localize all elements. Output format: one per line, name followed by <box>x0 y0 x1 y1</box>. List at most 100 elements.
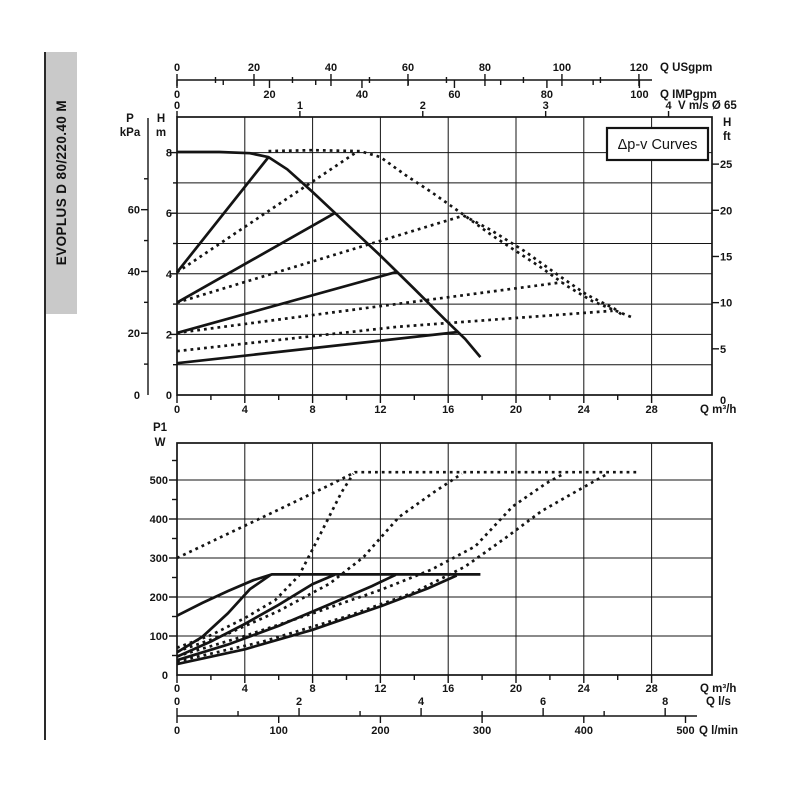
p-kpa-tick-label: 0 <box>134 390 140 402</box>
pump-model-label: EVOPLUS D 80/220.40 M <box>54 100 69 266</box>
q-m3h-tick-label: 16 <box>442 683 454 695</box>
v-ms-tick-label: 3 <box>543 100 549 112</box>
series-power-dpv-4m-single <box>176 573 397 662</box>
q-m3h-tick-label: 24 <box>578 404 591 416</box>
p-kpa-tick-label: 20 <box>128 328 140 340</box>
h-m-tick-label: 6 <box>166 208 172 220</box>
v-ms-tick-label: 0 <box>174 100 180 112</box>
series-dpv-4m-single <box>176 270 398 335</box>
w-tick-label: 0 <box>162 670 168 682</box>
power-chart-border <box>176 442 713 676</box>
h-m-tick-label: 8 <box>166 148 172 160</box>
usgpm-tick-label: 120 <box>630 62 648 74</box>
impgpm-tick-label: 60 <box>448 89 460 101</box>
impgpm-axis-label: Q IMPgpm <box>660 89 717 101</box>
p-kpa-axis-label: P <box>126 113 134 125</box>
q-m3h-tick-label: 20 <box>510 404 522 416</box>
q-ls-tick-label: 2 <box>296 696 302 708</box>
q-ls-tick-label: 0 <box>174 696 180 708</box>
q-m3h-axis-label: Q m³/h <box>700 683 736 695</box>
series-power-max-parallel <box>176 470 637 560</box>
impgpm-tick-label: 20 <box>263 89 275 101</box>
h-ft-axis-label: ft <box>723 131 731 143</box>
series-dpv-8m-parallel <box>176 150 358 274</box>
q-m3h-tick-label: 4 <box>242 404 249 416</box>
h-m-tick-label: 4 <box>166 269 173 281</box>
series-power-dpv-8m-parallel <box>176 473 355 649</box>
q-m3h-tick-label: 28 <box>645 404 657 416</box>
q-m3h-axis-label: Q m³/h <box>700 404 736 416</box>
head-chart-series <box>175 148 634 365</box>
series-power-dpv-2m-single <box>176 574 458 666</box>
series-dpv-8m-single <box>175 156 270 274</box>
p-kpa-tick-label: 60 <box>128 205 140 217</box>
impgpm-tick-label: 80 <box>541 89 553 101</box>
q-m3h-tick-label: 12 <box>374 683 386 695</box>
q-m3h-tick-label: 8 <box>310 404 316 416</box>
q-ls-tick-label: 8 <box>662 696 668 708</box>
impgpm-tick-label: 40 <box>356 89 368 101</box>
q-lmin-tick-label: 200 <box>371 725 389 737</box>
usgpm-tick-label: 40 <box>325 62 337 74</box>
w-tick-label: 200 <box>150 592 168 604</box>
v-ms-tick-label: 4 <box>665 100 672 112</box>
q-lmin-tick-label: 400 <box>575 725 593 737</box>
q-ls-tick-label: 4 <box>418 696 425 708</box>
impgpm-tick-label: 100 <box>630 89 648 101</box>
h-ft-tick-label: 0 <box>720 395 726 407</box>
series-power-dpv-8m-single <box>176 574 271 654</box>
v-ms-tick-label: 2 <box>420 100 426 112</box>
q-m3h-tick-label: 8 <box>310 683 316 695</box>
model-label-strip: EVOPLUS D 80/220.40 M <box>46 52 77 314</box>
h-ft-tick-label: 10 <box>720 298 732 310</box>
q-m3h-tick-label: 0 <box>174 404 180 416</box>
q-lmin-axis-label: Q l/min <box>699 725 738 737</box>
q-m3h-tick-label: 20 <box>510 683 522 695</box>
q-lmin-tick-label: 0 <box>174 725 180 737</box>
dpv-curves-annotation: Δp-v Curves <box>605 126 710 162</box>
power-chart-series <box>176 470 637 666</box>
series-dpv-6m-single <box>176 212 336 304</box>
q-m3h-tick-label: 24 <box>578 683 591 695</box>
q-m3h-tick-label: 28 <box>645 683 657 695</box>
usgpm-tick-label: 0 <box>174 62 180 74</box>
series-dpv-2m-single <box>176 330 459 365</box>
q-m3h-tick-label: 4 <box>242 683 249 695</box>
series-dpv-4m-parallel <box>176 280 562 335</box>
h-ft-tick-label: 20 <box>720 205 732 217</box>
q-ls-tick-label: 6 <box>540 696 546 708</box>
page-left-rule <box>44 52 46 740</box>
usgpm-tick-label: 60 <box>402 62 414 74</box>
q-lmin-tick-label: 100 <box>270 725 288 737</box>
h-ft-tick-label: 15 <box>720 251 732 263</box>
w-tick-label: 300 <box>150 553 168 565</box>
series-power-dpv-6m-parallel <box>176 472 463 653</box>
p-kpa-axis-label: kPa <box>120 127 141 139</box>
series-parallel-6m-tail <box>462 214 624 317</box>
h-m-axis-label: H <box>157 113 165 125</box>
head-chart-grid <box>177 117 712 395</box>
h-ft-tick-label: 5 <box>720 344 726 356</box>
h-m-tick-label: 2 <box>166 329 172 341</box>
h-ft-axis-label: H <box>723 117 731 129</box>
h-m-axis-label: m <box>156 127 166 139</box>
series-dpv-2m-parallel <box>176 309 613 353</box>
q-lmin-tick-label: 300 <box>473 725 491 737</box>
w-tick-label: 500 <box>150 475 168 487</box>
power-chart-grid <box>177 443 712 675</box>
q-lmin-tick-label: 500 <box>676 725 694 737</box>
w-tick-label: 100 <box>150 631 168 643</box>
q-m3h-tick-label: 0 <box>174 683 180 695</box>
usgpm-tick-label: 80 <box>479 62 491 74</box>
impgpm-tick-label: 0 <box>174 89 180 101</box>
usgpm-tick-label: 100 <box>553 62 571 74</box>
q-m3h-tick-label: 12 <box>374 404 386 416</box>
q-ls-axis-label: Q l/s <box>706 696 731 708</box>
series-dpv-6m-parallel <box>176 214 464 304</box>
series-power-dpv-2m-parallel <box>176 472 609 663</box>
v-ms-tick-label: 1 <box>297 100 303 112</box>
